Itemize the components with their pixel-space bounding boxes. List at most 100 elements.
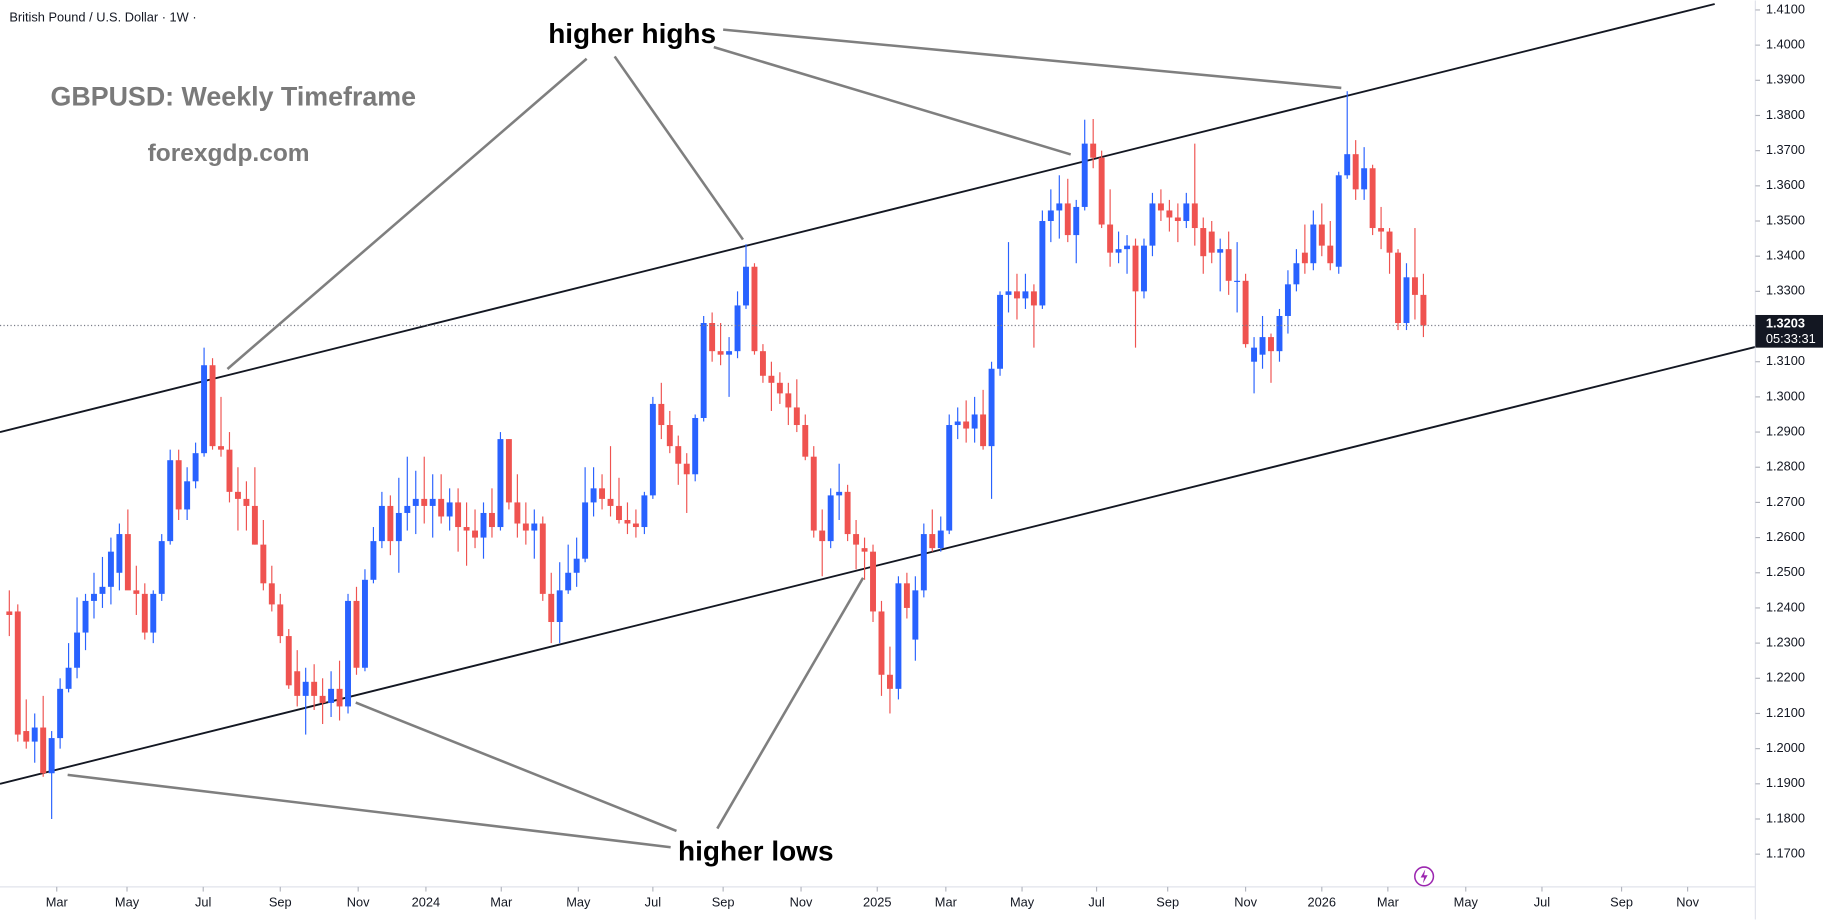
candle-body <box>819 530 826 542</box>
arrow <box>613 55 745 241</box>
candle-body <box>336 688 343 707</box>
candle-body <box>734 305 741 352</box>
candle-body <box>167 460 174 542</box>
candle-body <box>260 544 267 584</box>
y-tick-label: 1.2400 <box>1766 599 1805 614</box>
candle-body <box>1149 203 1156 246</box>
candle-body <box>692 417 699 475</box>
candle-body <box>150 593 157 633</box>
candle-body <box>1411 277 1418 295</box>
arrow <box>355 701 677 833</box>
arrow <box>67 773 671 849</box>
candle-body <box>353 600 360 668</box>
candle-body <box>709 323 716 352</box>
chart-subtitle: forexgdp.com <box>148 140 310 167</box>
candle-body <box>82 600 89 633</box>
y-tick-label: 1.3700 <box>1766 142 1805 157</box>
candle-body <box>844 491 851 535</box>
icon-circle[interactable] <box>1414 866 1435 887</box>
candle-body <box>294 671 301 696</box>
candle-body <box>14 611 21 735</box>
candle-body <box>1014 291 1020 299</box>
candle-body <box>201 365 208 454</box>
x-tick-label: Jul <box>1534 895 1550 910</box>
candle-body <box>903 583 910 608</box>
candle-body <box>641 495 648 528</box>
candle-body <box>404 505 411 513</box>
candle-body <box>133 590 140 594</box>
candle-body <box>1073 206 1080 236</box>
candle-body <box>1268 337 1274 352</box>
candle-body <box>378 505 385 542</box>
y-tick-label: 1.2900 <box>1766 423 1805 438</box>
candle-body <box>1395 252 1401 324</box>
candle-body <box>776 382 783 394</box>
candle-body <box>539 523 546 594</box>
candle-body <box>556 590 563 623</box>
candle-body <box>497 439 504 528</box>
candle-body <box>395 512 402 542</box>
x-tick-label: Mar <box>935 895 958 910</box>
candle-body <box>209 365 216 447</box>
candle-body <box>268 583 275 605</box>
candle-body <box>1124 245 1131 250</box>
candle-body <box>1090 143 1097 158</box>
candle-body <box>370 541 377 580</box>
candle-body <box>1115 249 1122 253</box>
x-tick-label: May <box>1454 895 1479 910</box>
candle-body <box>421 498 428 506</box>
lightning-icon[interactable] <box>1414 866 1435 887</box>
candle-body <box>243 498 250 506</box>
candle-body <box>861 548 868 552</box>
candle-body <box>624 520 631 524</box>
candle-body <box>810 456 817 531</box>
candle-body <box>658 403 665 426</box>
candle-body <box>1217 249 1224 253</box>
candle-body <box>489 512 495 528</box>
candle-body <box>107 551 114 587</box>
candle-body <box>226 449 233 492</box>
candle-body <box>1242 280 1249 345</box>
candle-body <box>6 611 13 615</box>
candle-body <box>743 266 749 306</box>
y-tick-label: 1.3900 <box>1766 72 1805 87</box>
candle-body <box>700 323 707 418</box>
y-tick-label: 1.1800 <box>1766 810 1805 825</box>
candle-body <box>1056 203 1063 211</box>
candle-body <box>158 541 165 594</box>
candle-body <box>57 688 64 739</box>
candle-body <box>124 534 131 591</box>
x-tick-label: Mar <box>46 895 69 910</box>
y-tick-label: 1.4100 <box>1766 1 1805 16</box>
candle-body <box>675 446 682 464</box>
candle-body <box>937 530 944 549</box>
candle-body <box>1157 203 1164 211</box>
candle-body <box>1005 291 1012 295</box>
candle-body <box>522 523 529 531</box>
candle-body <box>175 460 182 510</box>
candle-body <box>429 498 436 506</box>
y-tick-label: 1.3000 <box>1766 388 1805 403</box>
x-tick-label: Nov <box>347 895 370 910</box>
candle-body <box>1259 337 1266 355</box>
x-tick-label: 2026 <box>1308 895 1337 910</box>
candle-body <box>929 534 936 549</box>
candle-body <box>192 453 199 482</box>
y-tick-label: 1.3300 <box>1766 283 1805 298</box>
candle-body <box>505 439 512 503</box>
candle-body <box>963 421 970 429</box>
y-tick-label: 1.2600 <box>1766 529 1805 544</box>
x-tick-label: Nov <box>1234 895 1257 910</box>
x-tick-label: Sep <box>1156 895 1179 910</box>
candle-body <box>1335 175 1342 267</box>
candle-body <box>31 727 38 742</box>
candle-body <box>311 681 318 696</box>
candle-body <box>878 611 885 675</box>
icon-bolt[interactable] <box>1420 869 1428 884</box>
candle-body <box>582 502 589 559</box>
x-tick-label: May <box>566 895 591 910</box>
candle-body <box>853 534 860 545</box>
candle-body <box>683 463 690 475</box>
